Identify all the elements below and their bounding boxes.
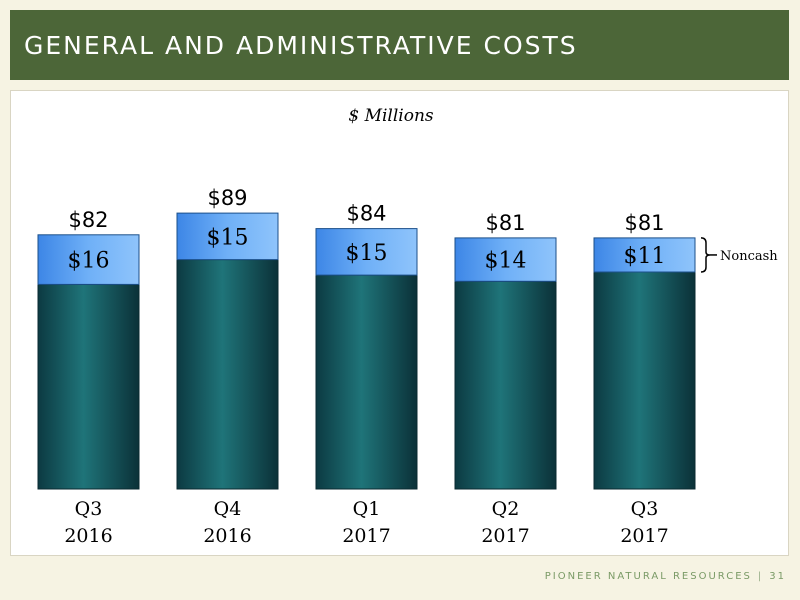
- x-tick-label-year-2: 2017: [342, 525, 390, 547]
- bar-noncash-0: [37, 234, 140, 285]
- x-tick-label-quarter-3: Q2: [492, 498, 520, 520]
- noncash-value-label-0: $16: [68, 249, 110, 274]
- footer-separator: |: [757, 571, 764, 582]
- x-tick-label-quarter-0: Q3: [75, 498, 103, 520]
- total-value-label-0: $82: [68, 208, 108, 232]
- x-tick-label-quarter-4: Q3: [631, 498, 659, 520]
- bar-cash-2: [315, 274, 418, 490]
- bar-cash-3: [454, 280, 557, 490]
- x-tick-label-year-0: 2016: [64, 525, 112, 547]
- x-tick-label-year-1: 2016: [203, 525, 251, 547]
- noncash-value-label-4: $11: [624, 244, 666, 269]
- page-number: 31: [769, 571, 786, 582]
- noncash-annotation-label: Noncash: [720, 249, 778, 264]
- noncash-value-label-3: $14: [485, 249, 527, 274]
- bar-noncash-3: [454, 237, 557, 282]
- chart-subtitle: $ Millions: [348, 106, 434, 126]
- footer: PIONEER NATURAL RESOURCES | 31: [545, 571, 786, 582]
- total-value-label-4: $81: [624, 211, 664, 235]
- x-tick-label-year-4: 2017: [620, 525, 668, 547]
- chart: $ Millions $16 $82 Q3 2016 $15 $89 Q4 2016 $15 $8…: [37, 106, 778, 547]
- company-name: PIONEER NATURAL RESOURCES: [544, 571, 752, 582]
- x-tick-label-quarter-2: Q1: [353, 498, 381, 520]
- x-tick-label-year-3: 2017: [481, 525, 529, 547]
- bar-cash-1: [176, 259, 279, 490]
- bar-cash-0: [37, 283, 140, 490]
- bars-group: $16 $82 Q3 2016 $15 $89 Q4 2016 $15 $84 Q1 2017 $14 $…: [37, 186, 778, 547]
- noncash-value-label-1: $15: [207, 225, 249, 250]
- title-bar: GENERAL AND ADMINISTRATIVE COSTS: [10, 10, 789, 80]
- bar-noncash-4: [593, 237, 696, 273]
- total-value-label-2: $84: [346, 202, 386, 226]
- total-value-label-3: $81: [485, 211, 525, 235]
- noncash-bracket: [700, 237, 711, 273]
- chart-panel: $ Millions $16 $82 Q3 2016 $15 $89 Q4 2016 $15 $8…: [10, 90, 789, 556]
- bar-noncash-2: [315, 228, 418, 276]
- noncash-value-label-2: $15: [346, 241, 388, 266]
- bar-cash-4: [593, 271, 696, 490]
- x-tick-label-quarter-1: Q4: [214, 498, 242, 520]
- total-value-label-1: $89: [207, 186, 247, 210]
- bar-noncash-1: [176, 212, 279, 261]
- page-title: GENERAL AND ADMINISTRATIVE COSTS: [24, 30, 578, 60]
